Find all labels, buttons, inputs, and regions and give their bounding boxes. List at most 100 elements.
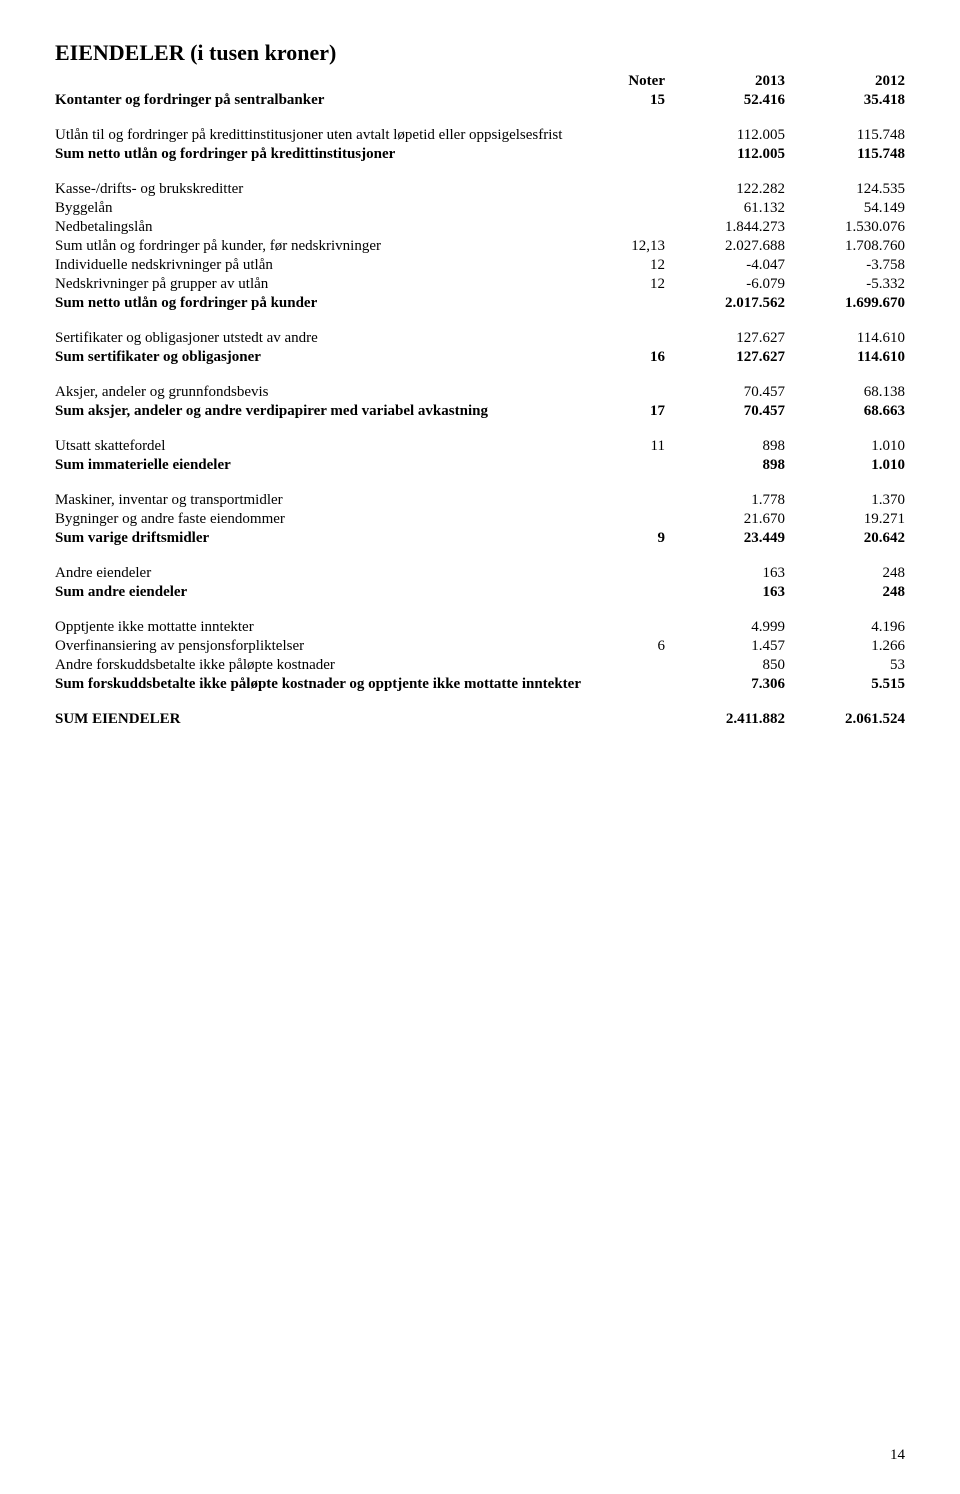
row-noter bbox=[595, 180, 685, 199]
row-noter bbox=[595, 456, 685, 475]
row-noter: 6 bbox=[595, 637, 685, 656]
table-row: Sum utlån og fordringer på kunder, før n… bbox=[55, 237, 905, 256]
row-year2: 1.699.670 bbox=[805, 294, 905, 313]
table-row: Sum netto utlån og fordringer på kreditt… bbox=[55, 145, 905, 164]
row-year2: 1.530.076 bbox=[805, 218, 905, 237]
table-row: Byggelån61.13254.149 bbox=[55, 199, 905, 218]
table-row: Opptjente ikke mottatte inntekter 4.9994.… bbox=[55, 618, 905, 637]
table-row: Kontanter og fordringer på sentralbanker… bbox=[55, 91, 905, 110]
table-row: Sertifikater og obligasjoner utstedt av … bbox=[55, 329, 905, 348]
row-year1: 122.282 bbox=[685, 180, 805, 199]
row-label: Kasse-/drifts- og brukskreditter bbox=[55, 180, 595, 199]
row-label: Nedskrivninger på grupper av utlån bbox=[55, 275, 595, 294]
row-noter bbox=[595, 145, 685, 164]
row-label: Andre eiendeler bbox=[55, 564, 595, 583]
spacer-cell bbox=[55, 475, 905, 491]
table-row: Utlån til og fordringer på kredittinstit… bbox=[55, 126, 905, 145]
header-year2: 2012 bbox=[805, 72, 905, 91]
row-year1: 2.027.688 bbox=[685, 237, 805, 256]
table-row: Sum immaterielle eiendeler8981.010 bbox=[55, 456, 905, 475]
table-row: Andre forskuddsbetalte ikke påløpte kost… bbox=[55, 656, 905, 675]
row-label: Sum aksjer, andeler og andre verdipapire… bbox=[55, 402, 595, 421]
row-year1: 61.132 bbox=[685, 199, 805, 218]
row-year1: 70.457 bbox=[685, 383, 805, 402]
row-year2: 114.610 bbox=[805, 348, 905, 367]
row-year1: 4.999 bbox=[685, 618, 805, 637]
table-row: Sum sertifikater og obligasjoner16127.62… bbox=[55, 348, 905, 367]
row-noter bbox=[595, 199, 685, 218]
table-row: Aksjer, andeler og grunnfondsbevis70.457… bbox=[55, 383, 905, 402]
row-year2: 248 bbox=[805, 583, 905, 602]
row-year2: 124.535 bbox=[805, 180, 905, 199]
row-year1: -4.047 bbox=[685, 256, 805, 275]
row-year2: -5.332 bbox=[805, 275, 905, 294]
row-year1: 1.778 bbox=[685, 491, 805, 510]
page-number: 14 bbox=[890, 1447, 905, 1464]
table-row: SUM EIENDELER2.411.8822.061.524 bbox=[55, 710, 905, 729]
row-noter: 17 bbox=[595, 402, 685, 421]
row-label: Utlån til og fordringer på kredittinstit… bbox=[55, 126, 595, 145]
row-year1: 2.017.562 bbox=[685, 294, 805, 313]
row-label: Sum netto utlån og fordringer på kreditt… bbox=[55, 145, 595, 164]
row-year2: 248 bbox=[805, 564, 905, 583]
row-noter bbox=[595, 218, 685, 237]
table-row: Bygninger og andre faste eiendommer21.67… bbox=[55, 510, 905, 529]
row-year2: 1.010 bbox=[805, 437, 905, 456]
spacer-cell bbox=[55, 367, 905, 383]
spacer-cell bbox=[55, 313, 905, 329]
row-noter: 12,13 bbox=[595, 237, 685, 256]
row-year1: 2.411.882 bbox=[685, 710, 805, 729]
row-label: Opptjente ikke mottatte inntekter bbox=[55, 618, 595, 637]
row-noter bbox=[595, 618, 685, 637]
row-year1: 112.005 bbox=[685, 126, 805, 145]
header-noter: Noter bbox=[595, 72, 685, 91]
row-noter bbox=[595, 294, 685, 313]
row-label: Kontanter og fordringer på sentralbanker bbox=[55, 91, 595, 110]
row-label: Sum utlån og fordringer på kunder, før n… bbox=[55, 237, 595, 256]
row-year2: 68.663 bbox=[805, 402, 905, 421]
row-year1: 127.627 bbox=[685, 348, 805, 367]
spacer-cell bbox=[55, 110, 905, 126]
row-year2: 114.610 bbox=[805, 329, 905, 348]
table-row bbox=[55, 602, 905, 618]
table-header-row: Noter 2013 2012 bbox=[55, 72, 905, 91]
row-label: Sum netto utlån og fordringer på kunder bbox=[55, 294, 595, 313]
table-row: Individuelle nedskrivninger på utlån12-4… bbox=[55, 256, 905, 275]
row-year1: 127.627 bbox=[685, 329, 805, 348]
row-noter bbox=[595, 656, 685, 675]
table-row bbox=[55, 367, 905, 383]
row-noter: 11 bbox=[595, 437, 685, 456]
row-noter bbox=[595, 710, 685, 729]
table-row bbox=[55, 548, 905, 564]
header-blank bbox=[55, 72, 595, 91]
spacer-cell bbox=[55, 548, 905, 564]
row-year2: -3.758 bbox=[805, 256, 905, 275]
table-row: Overfinansiering av pensjonsforpliktelse… bbox=[55, 637, 905, 656]
table-row: Sum aksjer, andeler og andre verdipapire… bbox=[55, 402, 905, 421]
spacer-cell bbox=[55, 421, 905, 437]
table-row: Sum andre eiendeler163248 bbox=[55, 583, 905, 602]
row-year2: 35.418 bbox=[805, 91, 905, 110]
spacer-cell bbox=[55, 694, 905, 710]
row-label: Sertifikater og obligasjoner utstedt av … bbox=[55, 329, 595, 348]
row-year2: 4.196 bbox=[805, 618, 905, 637]
row-year1: 7.306 bbox=[685, 675, 805, 694]
row-year1: 163 bbox=[685, 564, 805, 583]
row-noter bbox=[595, 583, 685, 602]
row-noter: 16 bbox=[595, 348, 685, 367]
row-noter bbox=[595, 126, 685, 145]
row-year2: 20.642 bbox=[805, 529, 905, 548]
row-year2: 53 bbox=[805, 656, 905, 675]
balance-table: Noter 2013 2012 Kontanter og fordringer … bbox=[55, 72, 905, 729]
table-row: Kasse-/drifts- og brukskreditter 122.2821… bbox=[55, 180, 905, 199]
row-label: Andre forskuddsbetalte ikke påløpte kost… bbox=[55, 656, 595, 675]
row-year2: 115.748 bbox=[805, 145, 905, 164]
spacer-cell bbox=[55, 164, 905, 180]
row-year2: 1.266 bbox=[805, 637, 905, 656]
row-year2: 54.149 bbox=[805, 199, 905, 218]
row-year1: -6.079 bbox=[685, 275, 805, 294]
row-year1: 850 bbox=[685, 656, 805, 675]
row-noter: 15 bbox=[595, 91, 685, 110]
row-year1: 21.670 bbox=[685, 510, 805, 529]
row-noter: 9 bbox=[595, 529, 685, 548]
